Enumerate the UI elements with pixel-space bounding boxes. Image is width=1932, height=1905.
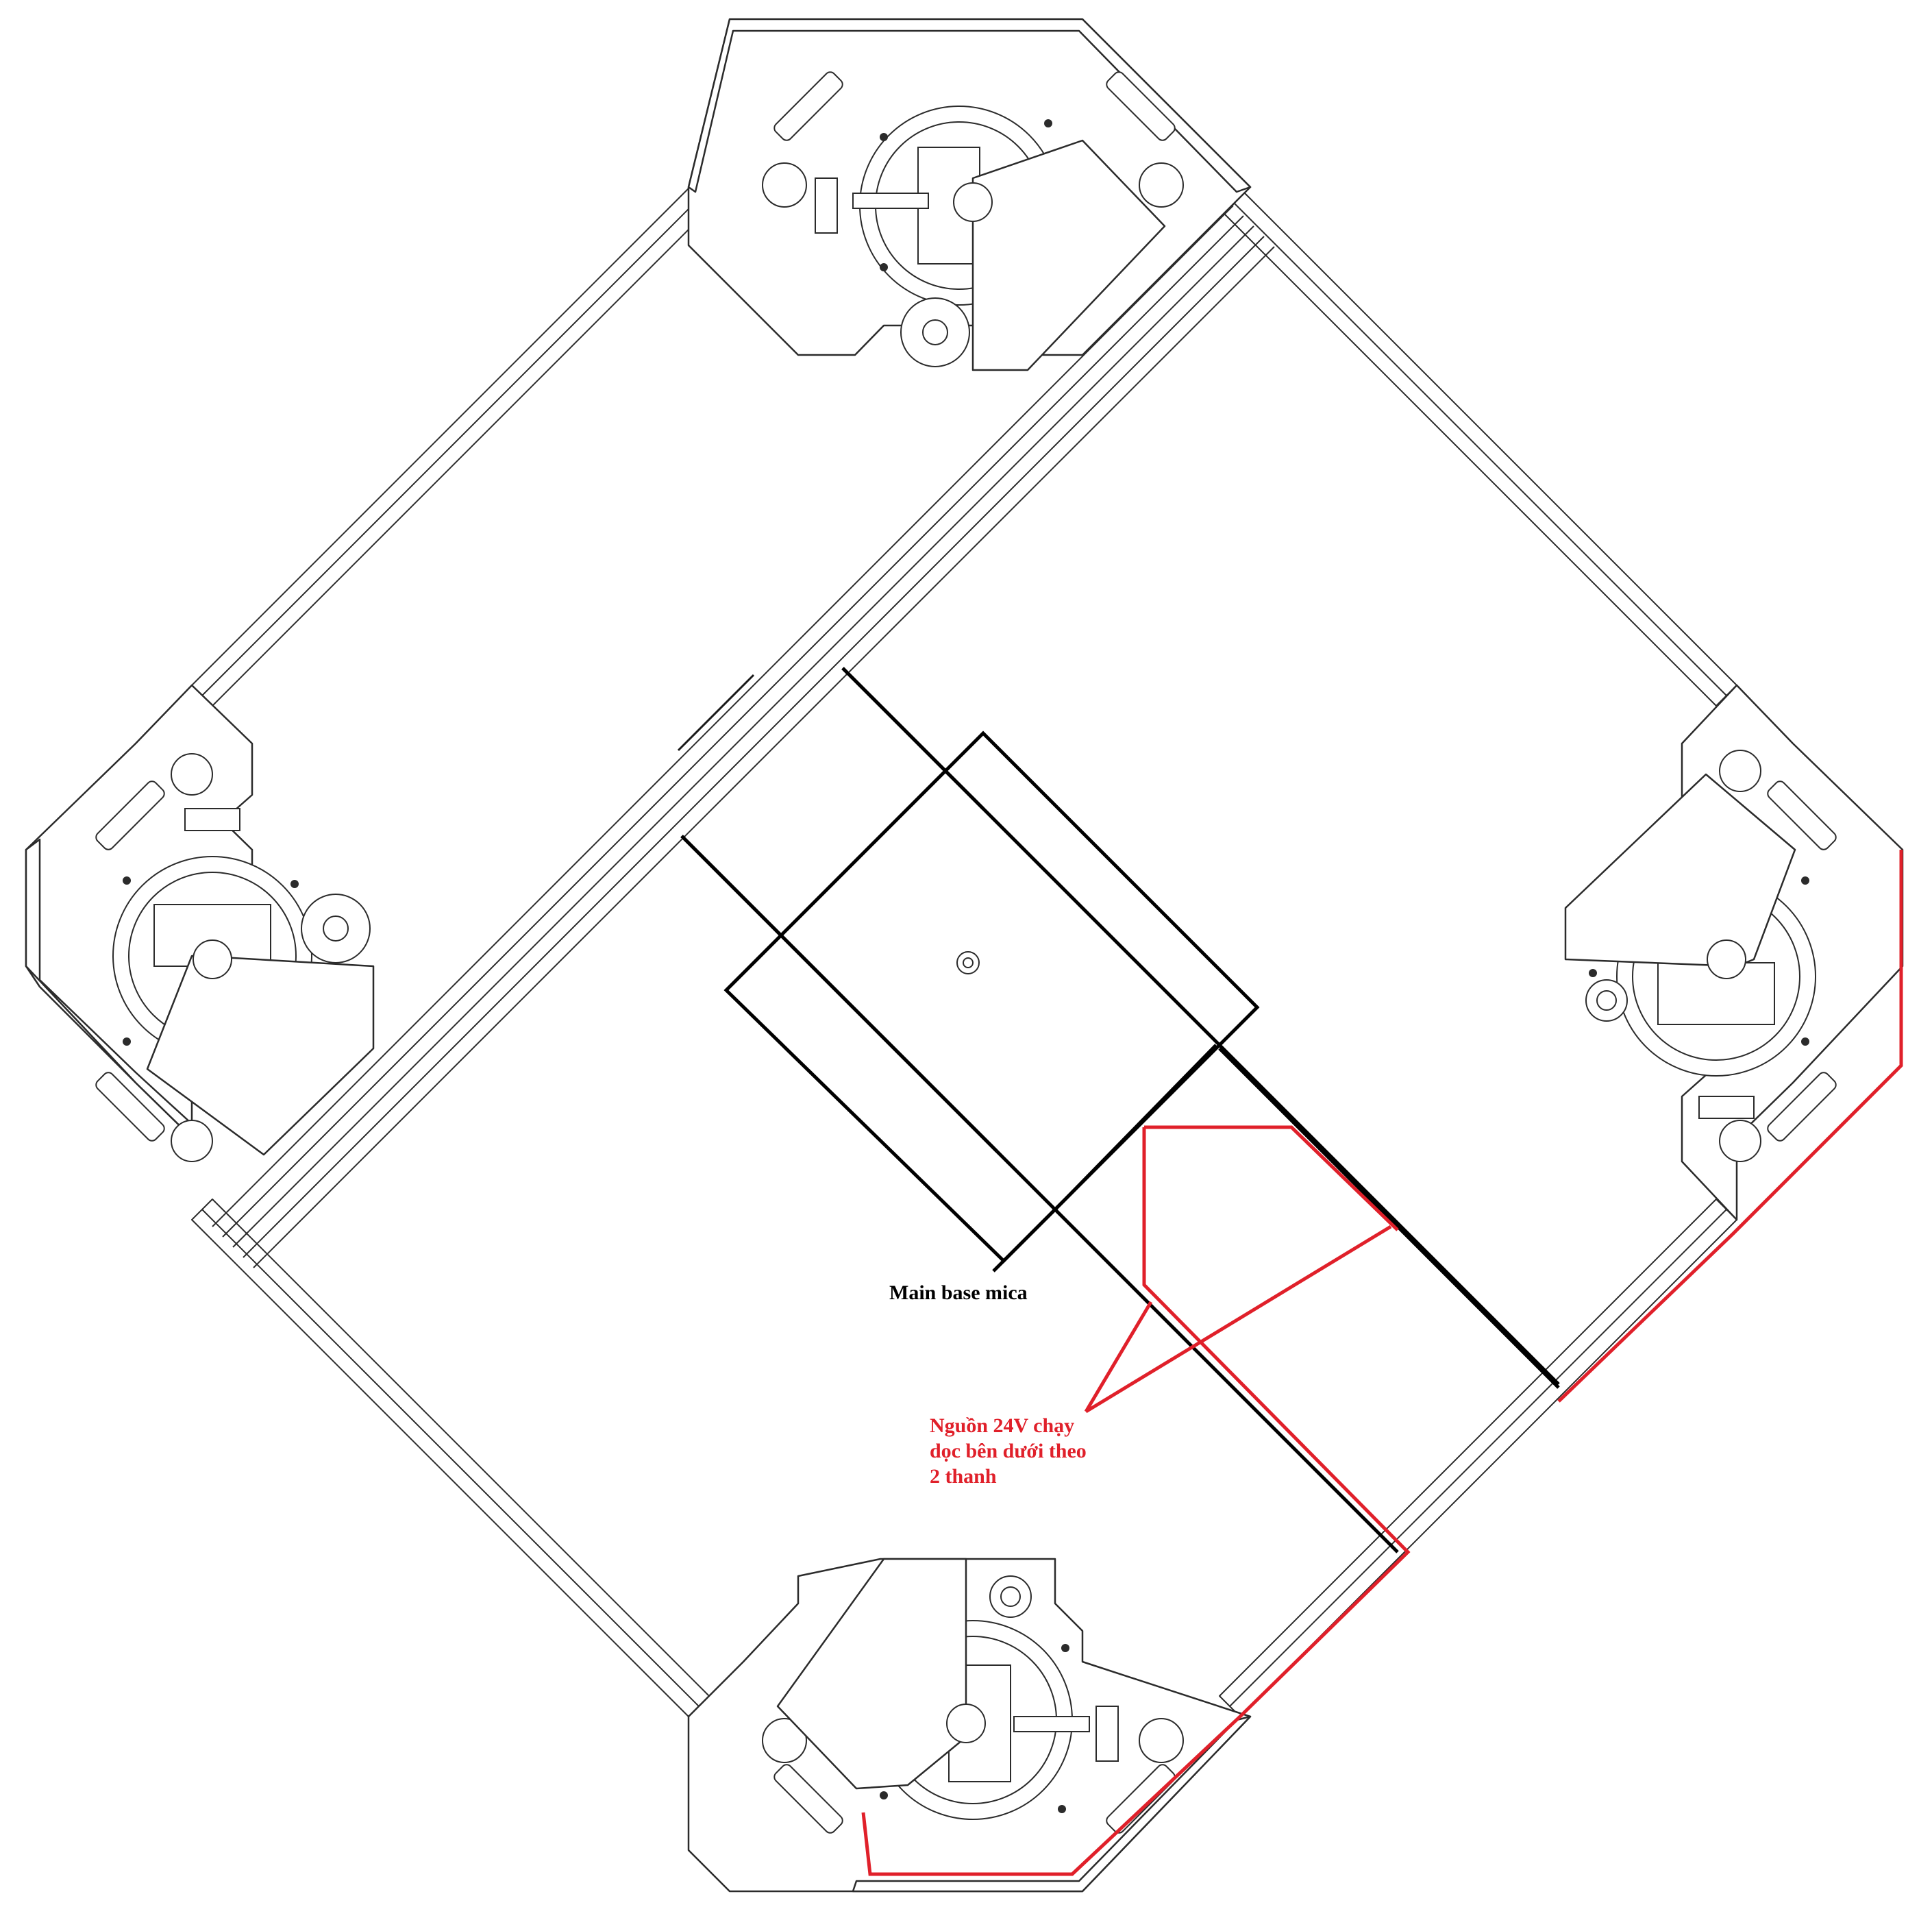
module-motor-bracket (971, 139, 1166, 371)
power-note-label: Nguồn 24V chạy dọc bên dưới theo 2 thanh (930, 1414, 1087, 1488)
main-base-label: Main base mica (889, 1281, 1028, 1304)
wheel-module-top (687, 18, 1252, 371)
power-line-main (1557, 850, 1903, 1403)
frame-bar-diagonal-rail (212, 205, 1275, 1268)
callout-leader-2 (1085, 1225, 1392, 1414)
wheel-module-left (25, 684, 375, 1162)
power-line-lower (861, 1127, 1411, 1876)
base-inner-plate (723, 730, 1260, 1264)
wheel-module-right (1564, 684, 1904, 1221)
frame-bars (191, 188, 1737, 1717)
callout-leader-1 (1084, 1301, 1153, 1413)
main-base-mica (680, 667, 1560, 1553)
module-motor-bracket (146, 955, 375, 1156)
wheel-module-bottom (687, 1558, 1252, 1893)
power-line-inner (1144, 1125, 1399, 1231)
power-24v-wiring (861, 850, 1903, 1876)
